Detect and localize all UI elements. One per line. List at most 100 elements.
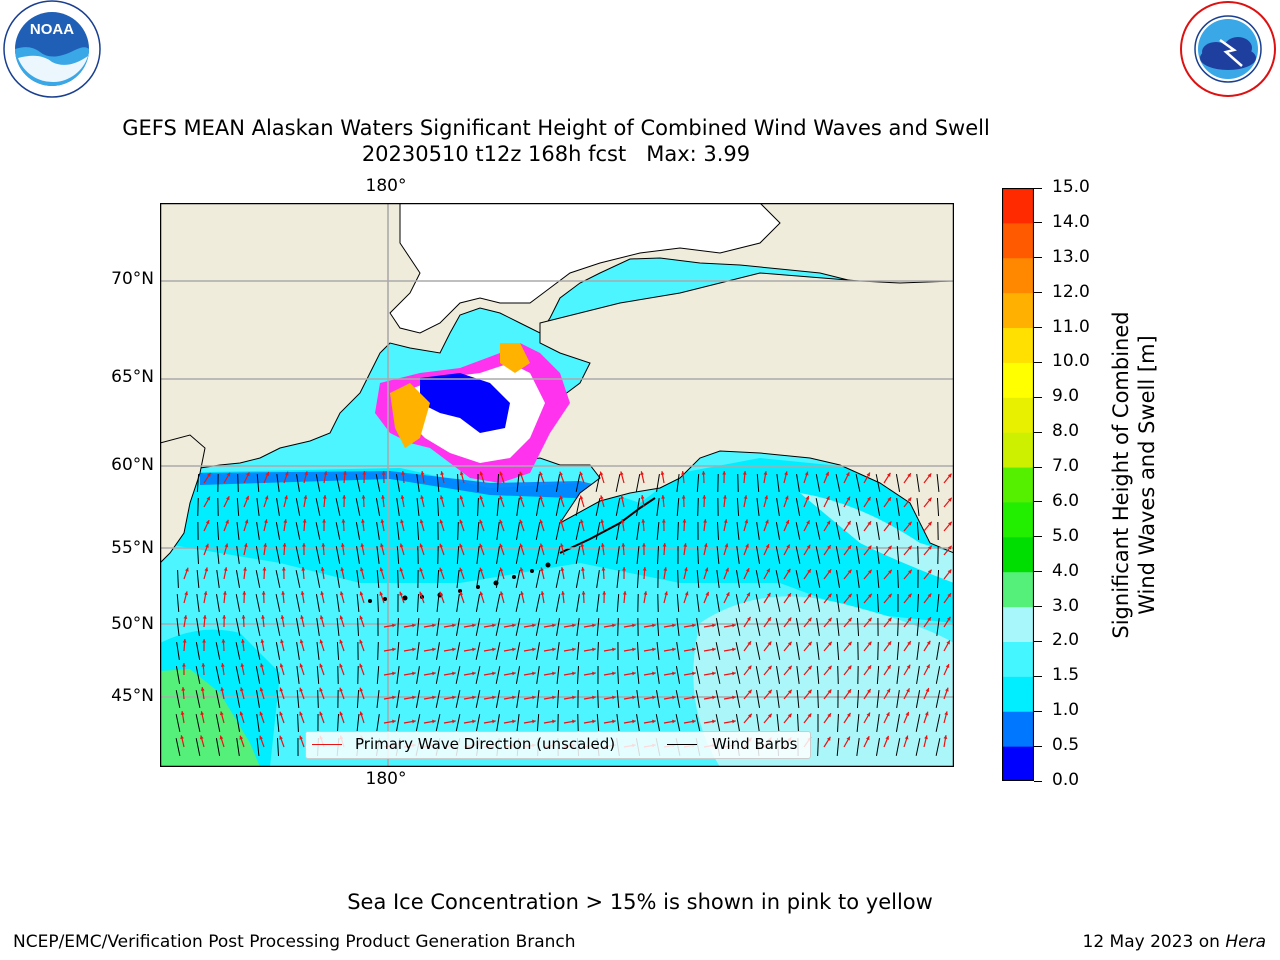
wave-direction-legend-line: [312, 744, 342, 745]
wave-direction-arrowhead: [847, 593, 852, 598]
wind-barb: [236, 738, 240, 756]
wind-barb: [495, 594, 501, 612]
wave-direction-arrowhead: [359, 711, 364, 716]
colorbar-label: Significant Height of Combined Wind Wave…: [1109, 311, 1159, 639]
wind-barb: [756, 714, 760, 732]
wind-barb: [596, 713, 600, 733]
wave-direction-arrowhead: [225, 519, 229, 524]
wind-barb: [756, 498, 760, 516]
nws-logo: [1180, 1, 1276, 97]
wind-barb: [795, 594, 801, 612]
wave-direction-arrowhead: [712, 671, 716, 676]
wave-direction-arrowhead: [807, 665, 812, 670]
wave-direction-arrowhead: [641, 519, 646, 523]
wind-barb: [896, 498, 900, 516]
footer-branch: NCEP/EMC/Verification Post Processing Pr…: [13, 932, 576, 952]
wave-direction-arrowhead: [725, 592, 730, 597]
wind-barb: [916, 617, 920, 637]
wind-barb: [295, 594, 301, 612]
wave-direction-arrowhead: [279, 735, 283, 740]
wind-barb: [815, 474, 821, 492]
wave-direction-arrowhead: [632, 623, 636, 628]
wind-barb: [215, 618, 221, 636]
wave-direction-arrowhead: [581, 567, 585, 571]
wind-barb: [276, 713, 280, 733]
wind-barb: [817, 689, 819, 709]
wave-direction-arrowhead: [579, 495, 584, 500]
wave-direction-arrowhead: [847, 545, 852, 550]
wave-direction-arrowhead: [472, 671, 476, 676]
wind-barb: [836, 641, 840, 661]
wave-direction-arrowhead: [826, 496, 830, 501]
wind-barb: [316, 665, 320, 685]
wind-barb: [295, 546, 301, 564]
wave-direction-arrowhead: [621, 543, 626, 547]
wave-zone-high-gulf: [800, 493, 954, 583]
wave-direction-arrowhead: [684, 567, 688, 572]
wave-direction-arrowhead: [600, 519, 605, 524]
wind-barb: [916, 497, 920, 517]
wave-direction-arrowhead: [339, 639, 344, 644]
wind-barb: [255, 546, 261, 564]
wave-direction-arrowhead: [807, 617, 812, 622]
wind-barb: [495, 642, 501, 660]
wind-barb: [356, 713, 360, 733]
wind-barb: [856, 713, 860, 733]
wind-barb: [636, 714, 640, 732]
wave-direction-arrowhead: [512, 671, 516, 676]
chart-subtitle: 20230510 t12z 168h fcst Max: 3.99: [361, 142, 751, 166]
colorbar-cell: [1002, 746, 1034, 781]
wave-direction-arrowhead: [472, 719, 476, 724]
wind-barb: [875, 474, 881, 492]
wave-direction-arrowhead: [927, 617, 931, 622]
wave-direction-arrowhead: [361, 519, 365, 523]
wave-direction-arrowhead: [723, 519, 728, 524]
wave-direction-arrowhead: [886, 712, 890, 717]
wind-barb: [296, 474, 300, 492]
wind-barb: [655, 714, 661, 732]
wave-direction-arrowhead: [479, 495, 484, 500]
wind-barb: [516, 473, 520, 493]
chart-title: GEFS MEAN Alaskan Waters Significant Hei…: [122, 116, 990, 140]
wind-barb: [755, 618, 761, 636]
wave-direction-arrowhead: [452, 719, 456, 724]
wind-barb: [596, 594, 600, 612]
wind-barb: [396, 498, 400, 516]
wind-barb: [576, 618, 580, 636]
wave-direction-arrowhead: [827, 689, 832, 694]
wind-barb: [255, 642, 261, 660]
wind-barb: [675, 666, 681, 684]
colorbar-cell: [1002, 292, 1034, 329]
wave-direction-arrowhead: [280, 639, 284, 644]
wind-barb: [755, 546, 761, 564]
wind-barb: [636, 498, 640, 516]
wind-barb: [335, 522, 341, 540]
wave-direction-arrowhead: [652, 623, 656, 628]
wave-direction-arrowhead: [459, 495, 464, 500]
wind-barb: [676, 642, 680, 660]
wind-barb: [656, 666, 660, 684]
wind-barb: [775, 642, 781, 660]
wave-direction-arrowhead: [381, 495, 385, 499]
wind-barb: [555, 474, 561, 492]
wave-direction-arrowhead: [947, 473, 952, 478]
wave-direction-arrowhead: [945, 687, 949, 692]
wave-direction-arrowhead: [712, 647, 716, 652]
wind-barb: [256, 473, 260, 493]
wind-barb: [535, 522, 541, 540]
wave-direction-arrowhead: [439, 543, 444, 548]
wave-direction-arrowhead: [200, 711, 205, 716]
sea-ice-note: Sea Ice Concentration > 15% is shown in …: [347, 890, 933, 914]
wind-barb: [197, 545, 199, 565]
wave-direction-arrowhead: [359, 663, 363, 668]
colorbar-cell: [1002, 676, 1034, 712]
wave-direction-arrowhead: [264, 519, 268, 524]
wave-direction-arrowhead: [845, 472, 850, 477]
wave-direction-arrowhead: [905, 711, 910, 716]
wind-barb: [636, 522, 640, 540]
colorbar-tick-label: 11.0: [1052, 316, 1090, 337]
wind-barb: [415, 690, 421, 708]
wave-direction-arrowhead: [692, 695, 696, 700]
wave-direction-arrowhead: [202, 639, 206, 643]
wave-direction-arrowhead: [947, 497, 952, 502]
